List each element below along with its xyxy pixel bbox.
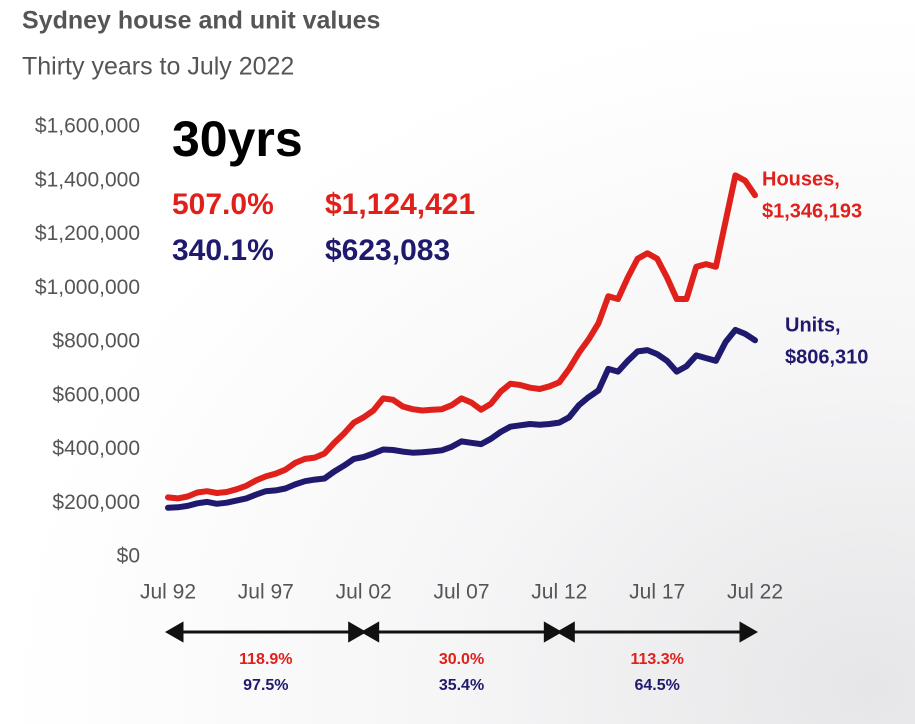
y-tick-label: $600,000 [52,383,140,406]
x-tick-label: Jul 22 [727,581,783,604]
x-tick-label: Jul 07 [433,581,489,604]
summary-value: 507.0% [172,188,274,221]
period-label: 64.5% [634,677,679,694]
series-value-label: $806,310 [785,346,868,368]
series-label: Units, [785,314,841,336]
period-label: 113.3% [630,651,683,668]
summary-title: 30yrs [172,111,303,167]
series-label: Houses, [762,168,840,190]
y-tick-label: $0 [117,545,140,568]
period-label: 30.0% [439,651,484,668]
chart-subtitle: Thirty years to July 2022 [22,53,294,81]
period-arrow [556,621,759,643]
y-tick-label: $800,000 [52,330,140,353]
chart-title: Sydney house and unit values [22,7,380,35]
period-label: 118.9% [239,651,292,668]
period-label: 35.4% [439,677,484,694]
y-tick-label: $200,000 [52,491,140,514]
y-tick-label: $400,000 [52,437,140,460]
period-arrow [164,621,367,643]
period-label: 97.5% [243,677,288,694]
period-arrow [360,621,563,643]
summary-value: 340.1% [172,234,274,267]
x-tick-label: Jul 12 [531,581,587,604]
line [165,326,758,511]
y-tick-label: $1,000,000 [35,276,140,299]
x-tick-label: Jul 92 [140,581,196,604]
x-tick-label: Jul 17 [629,581,685,604]
x-tick-label: Jul 02 [336,581,392,604]
line [165,172,758,502]
y-tick-label: $1,400,000 [35,168,140,191]
y-tick-label: $1,200,000 [35,222,140,245]
series-value-label: $1,346,193 [762,200,862,222]
summary-value: $623,083 [325,234,450,267]
summary-value: $1,124,421 [325,188,475,221]
x-tick-label: Jul 97 [238,581,294,604]
y-tick-label: $1,600,000 [35,115,140,138]
